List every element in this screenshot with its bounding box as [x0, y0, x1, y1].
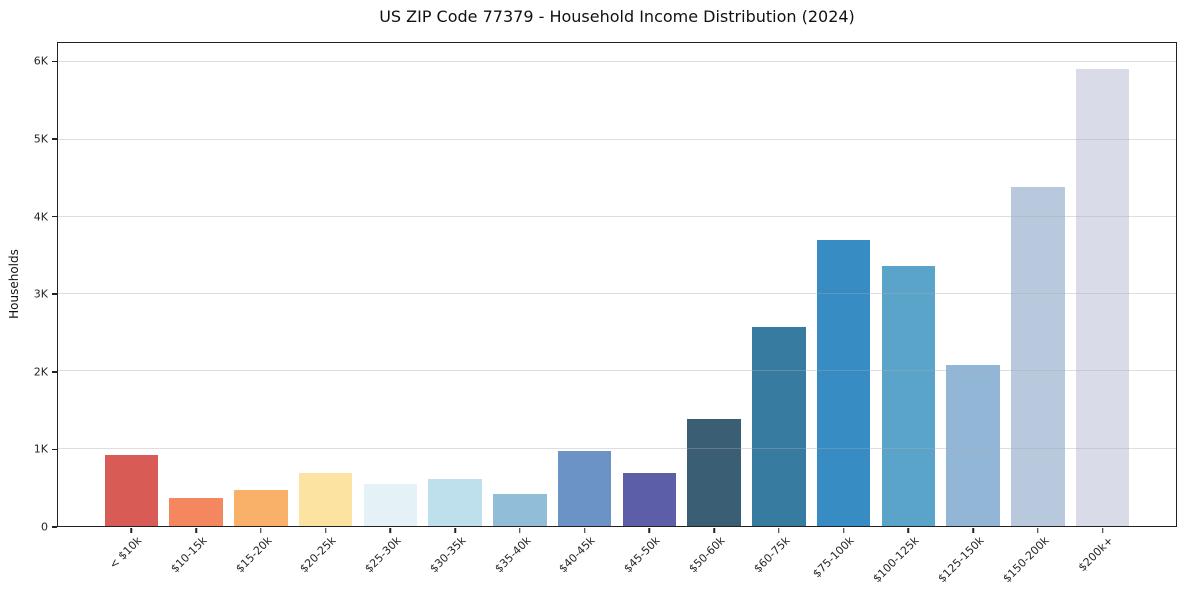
- x-tick-label: $40-45k: [556, 534, 598, 576]
- bar-slot: $100-125k: [870, 43, 941, 585]
- bar: [622, 472, 677, 526]
- bar: [816, 240, 871, 526]
- bar-slot: $125-150k: [935, 43, 1006, 585]
- bar: [104, 454, 159, 526]
- x-tick-mark: [583, 527, 586, 533]
- y-tick-mark: [52, 138, 57, 140]
- x-tick-mark: [648, 527, 651, 533]
- bar-slot: $35-40k: [488, 43, 553, 575]
- x-tick-mark: [519, 527, 521, 533]
- plot-area: < $10k $10-15k $15-20k $20-25k $25-30k $30-35…: [57, 42, 1177, 585]
- y-tick-mark: [52, 526, 57, 528]
- x-tick-label: $25-30k: [362, 534, 404, 576]
- bar-slot: $150-200k: [1000, 43, 1071, 585]
- bar-slot: $10-15k: [164, 43, 229, 575]
- bar: [234, 489, 288, 526]
- bar: [493, 493, 547, 526]
- bar-slot: $75-100k: [811, 43, 876, 580]
- bar-slot: $45-50k: [617, 43, 682, 575]
- x-tick-mark: [324, 527, 327, 533]
- bar: [687, 418, 741, 526]
- bar-slot: $30-35k: [423, 43, 488, 575]
- bar-slot: $15-20k: [229, 43, 294, 575]
- x-tick-mark: [972, 527, 974, 533]
- bar: [363, 484, 418, 526]
- y-tick-label: 2K: [33, 365, 48, 379]
- x-tick-label: $10-15k: [168, 534, 210, 576]
- x-tick-label: $150-200k: [999, 534, 1052, 586]
- bar-slot: $40-45k: [552, 43, 617, 575]
- bar-slot: < $10k: [99, 43, 164, 572]
- x-tick-label: $30-35k: [427, 534, 469, 576]
- x-tick-label: $125-150k: [935, 534, 987, 586]
- x-tick-label: $60-75k: [750, 534, 793, 576]
- bar-slot: $200k+: [1070, 43, 1135, 574]
- bar: [752, 326, 806, 526]
- x-tick-label: $200k+: [1075, 534, 1116, 575]
- x-tick-mark: [130, 527, 133, 533]
- chart-title: US ZIP Code 77379 - Household Income Dis…: [379, 7, 855, 26]
- bar: [1075, 68, 1130, 526]
- bar-slot: $50-60k: [682, 43, 747, 575]
- x-tick-mark: [195, 527, 197, 533]
- bar-slot: $25-30k: [358, 43, 423, 575]
- x-tick-mark: [1101, 527, 1104, 533]
- bar: [169, 498, 223, 526]
- y-tick-label: 3K: [33, 287, 48, 301]
- x-tick-label: $75-100k: [810, 534, 857, 581]
- bar-slot: $20-25k: [293, 43, 358, 575]
- x-tick-label: $100-125k: [870, 534, 922, 586]
- x-tick-mark: [389, 527, 392, 533]
- bar: [428, 478, 482, 526]
- bar-slot: $60-75k: [747, 43, 812, 575]
- bar: [557, 451, 612, 526]
- x-tick-mark: [454, 527, 456, 533]
- x-tick-label: $20-25k: [297, 534, 339, 576]
- x-tick-mark: [1037, 527, 1039, 533]
- y-tick-label: 1K: [33, 442, 48, 456]
- x-tick-mark: [842, 527, 845, 533]
- y-tick-mark: [52, 371, 57, 373]
- y-tick-mark: [52, 293, 57, 295]
- x-tick-label: $15-20k: [232, 534, 275, 576]
- bar: [1011, 186, 1065, 526]
- x-tick-mark: [713, 527, 715, 533]
- y-tick-label: 5K: [33, 132, 48, 146]
- bar: [881, 266, 936, 526]
- bars-container: < $10k $10-15k $15-20k $20-25k $25-30k $30-35…: [58, 43, 1176, 585]
- y-tick-label: 0: [41, 520, 48, 534]
- x-tick-label: $35-40k: [491, 534, 534, 576]
- x-tick-label: $45-50k: [621, 534, 663, 576]
- x-tick-label: $50-60k: [686, 534, 728, 576]
- y-tick-label: 6K: [33, 54, 48, 68]
- x-tick-mark: [778, 527, 780, 533]
- x-tick-label: < $10k: [107, 534, 145, 572]
- bar: [946, 364, 1000, 526]
- y-tick-mark: [52, 215, 57, 218]
- x-tick-mark: [260, 527, 262, 533]
- x-tick-mark: [907, 527, 910, 533]
- y-tick-label: 4K: [33, 210, 48, 224]
- y-tick-mark: [52, 60, 57, 63]
- y-tick-mark: [52, 448, 57, 451]
- y-tick-labels: 0 1K 2K 3K 4K 5K 6K: [0, 42, 48, 534]
- bar: [298, 473, 353, 526]
